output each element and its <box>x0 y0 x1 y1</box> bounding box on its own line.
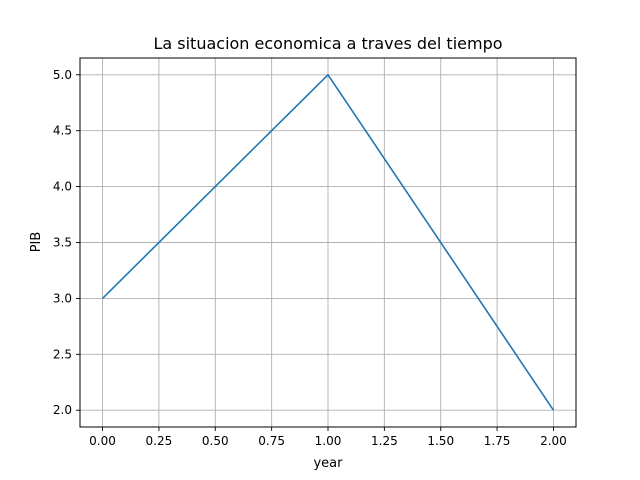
x-tick-label: 2.00 <box>540 434 567 448</box>
x-tick-label: 1.75 <box>484 434 511 448</box>
x-tick-label: 1.50 <box>427 434 454 448</box>
x-tick-label: 0.00 <box>89 434 116 448</box>
grid-layer <box>80 58 576 427</box>
x-tick-label: 0.50 <box>202 434 229 448</box>
y-axis-label: PIB <box>29 232 44 253</box>
series-layer <box>101 73 555 411</box>
x-axis-label: year <box>313 456 343 471</box>
y-tick-label: 4.0 <box>53 180 72 194</box>
x-tick-label: 1.00 <box>315 434 342 448</box>
x-tick-label: 0.25 <box>146 434 173 448</box>
y-tick-label: 5.0 <box>53 68 72 82</box>
x-tick-label: 0.75 <box>258 434 285 448</box>
y-tick-label: 4.5 <box>53 124 72 138</box>
chart-title: La situacion economica a traves del tiem… <box>153 34 502 53</box>
y-tick-label: 2.5 <box>53 347 72 361</box>
x-tick-label: 1.25 <box>371 434 398 448</box>
tick-layer: 0.00 0.25 0.50 0.75 1.00 1.25 1.50 1.75 2.00 2.0 2… <box>53 68 567 448</box>
y-tick-label: 3.0 <box>53 291 72 305</box>
y-tick-label: 3.5 <box>53 236 72 250</box>
y-tick-label: 2.0 <box>53 403 72 417</box>
